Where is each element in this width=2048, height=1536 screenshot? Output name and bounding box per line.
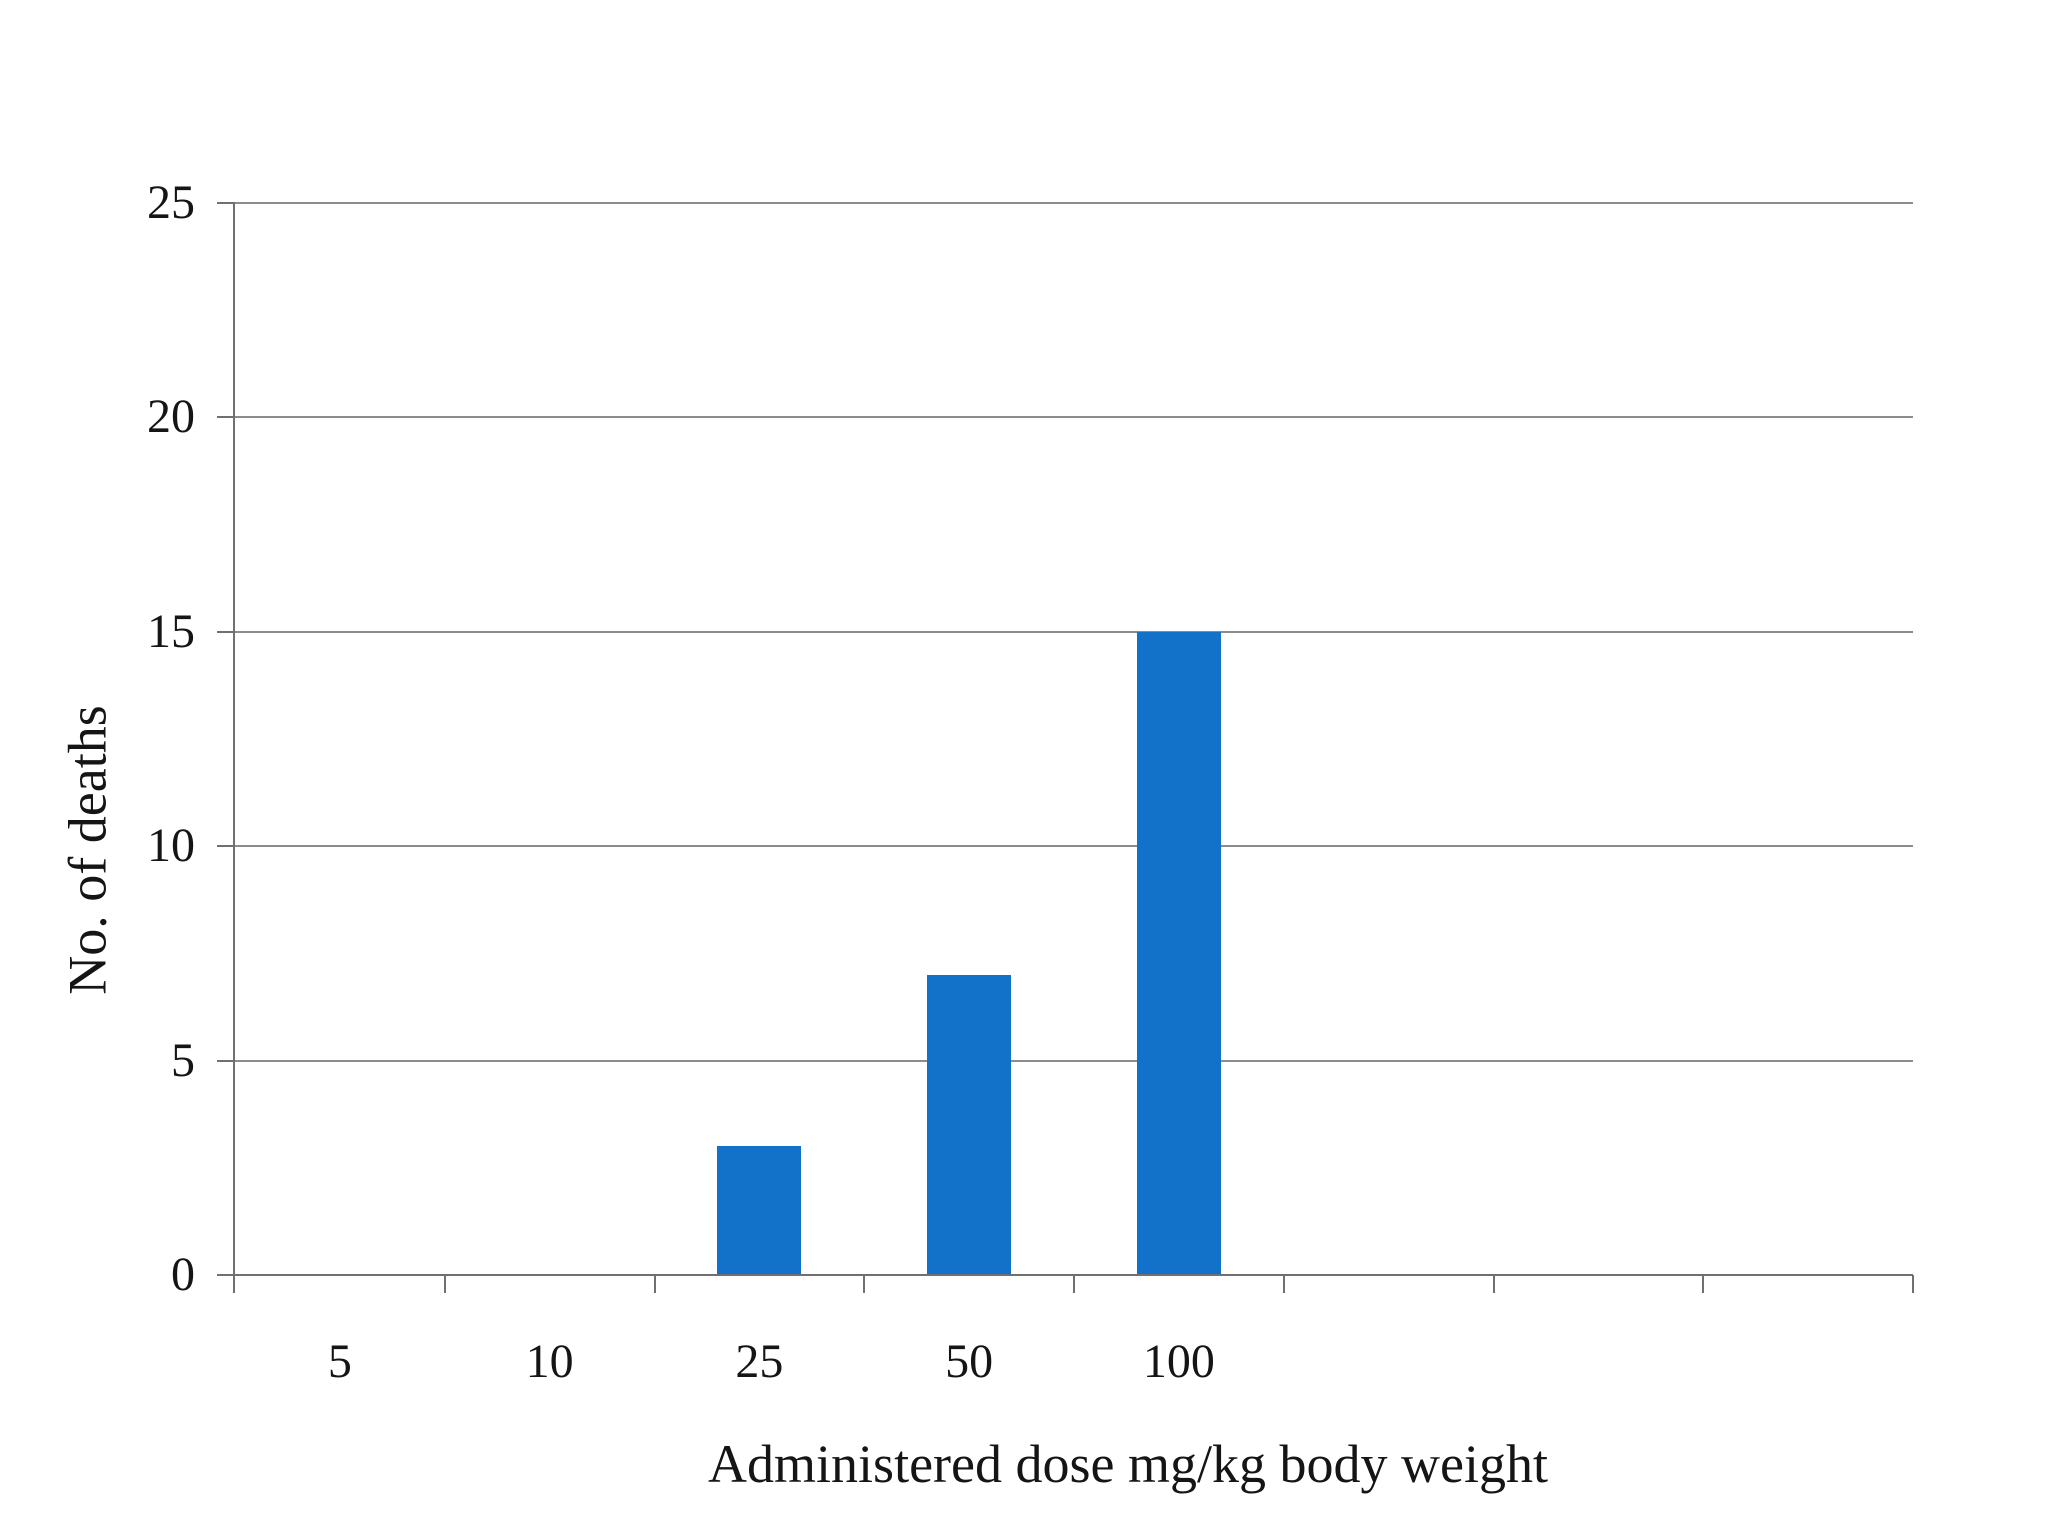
gridline-y-10 [235,845,1913,848]
x-axis-tick [443,1275,446,1293]
y-tick-label: 15 [147,604,195,658]
y-axis-line [233,203,235,1293]
x-axis-tick [653,1275,656,1293]
bar-dose-25 [717,1146,802,1275]
y-axis-tick [217,416,235,419]
y-axis-tick [217,202,235,204]
x-axis-tick [863,1275,866,1293]
x-axis-tick [1912,1275,1914,1293]
gridline-y-25 [235,202,1913,204]
x-tick-label: 5 [327,1335,352,1388]
y-tick-label: 25 [147,176,195,229]
x-axis-tick [1492,1275,1495,1293]
y-tick-label: 20 [147,390,195,444]
x-axis-title: Administered dose mg/kg body weight [708,1434,1548,1494]
x-axis-tick [1282,1275,1285,1293]
gridline-y-20 [235,416,1913,419]
x-axis-tick [1073,1275,1075,1293]
y-axis-tick [217,630,235,633]
x-tick-label: 25 [735,1335,784,1388]
x-axis-line [235,1274,1913,1276]
x-tick-label: 50 [945,1335,994,1388]
x-tick-label: 100 [1142,1335,1215,1388]
bar-dose-100 [1136,631,1221,1275]
y-axis-tick [217,845,235,848]
bar-dose-50 [927,974,1012,1275]
y-axis-tick [217,1059,235,1062]
gridline-y-5 [235,1059,1913,1062]
x-axis-tick [1702,1275,1705,1293]
x-tick-label: 10 [525,1335,574,1388]
y-tick-label: 10 [147,819,195,873]
y-tick-label: 0 [171,1248,195,1301]
y-axis-tick [217,1274,235,1276]
gridline-y-15 [235,630,1913,633]
y-tick-label: 5 [171,1033,195,1087]
